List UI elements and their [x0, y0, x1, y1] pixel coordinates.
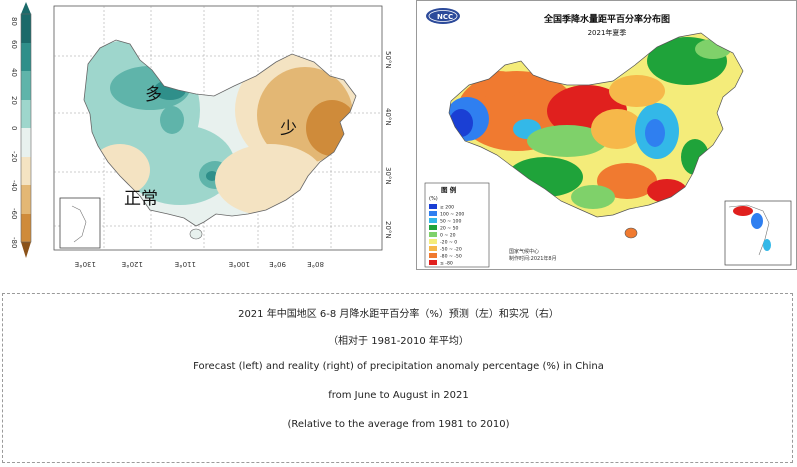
legend-swatch — [429, 246, 437, 251]
legend-label: ≥ 200 — [440, 205, 454, 211]
south-china-sea-inset — [59, 197, 101, 249]
observed-south-china-sea-inset — [724, 200, 792, 266]
legend-label: -80 ~ -50 — [440, 254, 462, 260]
caption-en-line1: Forecast (left) and reality (right) of p… — [193, 361, 604, 372]
legend-swatch — [429, 260, 437, 265]
observed-map-panel: NCC 全国季降水量距平百分率分布图 2021年夏季 — [416, 0, 797, 270]
colorbar-tick: -60 — [10, 208, 18, 219]
forecast-hainan — [189, 228, 203, 240]
ncc-logo: NCC — [426, 8, 460, 24]
colorbar-seg-5 — [21, 128, 31, 157]
caption-en-line2: from June to August in 2021 — [328, 390, 469, 401]
forecast-china-outline — [83, 39, 357, 227]
logo-text: NCC — [437, 13, 453, 21]
colorbar-seg-6 — [21, 157, 31, 185]
forecast-map-svg: 80 60 40 20 0 -20 -40 -60 -80 — [10, 2, 392, 268]
colorbar-seg-8 — [21, 214, 31, 242]
colorbar-top-arrow — [21, 2, 31, 14]
observed-legend: 图 例 (%) ≥ 200 100 ~ 200 50 ~ 100 20 ~ 50… — [424, 182, 490, 268]
lat-label: 30°N — [384, 167, 392, 185]
forecast-colorbar: 80 60 40 20 0 -20 -40 -60 -80 — [10, 2, 32, 258]
colorbar-seg-3 — [21, 71, 31, 100]
observed-subtitle: 2021年夏季 — [588, 28, 627, 37]
colorbar-seg-1 — [21, 14, 31, 43]
legend-swatch — [429, 204, 437, 209]
legend-swatch — [429, 218, 437, 223]
lat-label: 20°N — [384, 221, 392, 239]
legend-swatch — [429, 253, 437, 258]
colorbar-tick: 80 — [10, 17, 18, 26]
label-less: 少 — [280, 119, 297, 139]
colorbar-tick: 0 — [10, 126, 18, 130]
observed-china-outline — [448, 32, 744, 218]
caption-en-line3: (Relative to the average from 1981 to 20… — [287, 419, 510, 430]
caption-zh-line2: （相对于 1981-2010 年平均） — [328, 336, 469, 347]
legend-label: 50 ~ 100 — [440, 219, 461, 225]
legend-swatch — [429, 225, 437, 230]
caption-zh-line1: 2021 年中国地区 6-8 月降水距平百分率（%）预测（左）和实况（右） — [238, 309, 559, 320]
colorbar-seg-4 — [21, 100, 31, 128]
legend-swatch — [429, 239, 437, 244]
legend-title: 图 例 — [441, 185, 457, 194]
label-normal: 正常 — [124, 189, 158, 209]
colorbar-tick: 40 — [10, 68, 18, 77]
legend-label: -20 ~ 0 — [440, 240, 457, 246]
colorbar-bottom-arrow — [21, 242, 31, 258]
colorbar-tick: -80 — [10, 237, 18, 248]
observed-hainan — [624, 227, 638, 239]
lon-label: 110°E — [175, 260, 196, 268]
colorbar-tick: -40 — [10, 180, 18, 191]
lon-label: 120°E — [122, 260, 143, 268]
lat-label: 40°N — [384, 108, 392, 126]
observed-footer-1: 国家气候中心 — [509, 248, 539, 255]
colorbar-tick: 60 — [10, 40, 18, 49]
colorbar-tick: -20 — [10, 151, 18, 162]
lat-label: 50°N — [384, 51, 392, 69]
legend-label: -50 ~ -20 — [440, 247, 462, 253]
colorbar-seg-2 — [21, 43, 31, 71]
legend-label: ≤ -80 — [440, 261, 453, 267]
lon-label: 130°E — [75, 260, 96, 268]
observed-title: 全国季降水量距平百分率分布图 — [543, 13, 670, 25]
observed-map-svg: NCC 全国季降水量距平百分率分布图 2021年夏季 — [424, 8, 792, 268]
legend-label: 100 ~ 200 — [440, 212, 464, 218]
forecast-map-panel: 80 60 40 20 0 -20 -40 -60 -80 — [0, 0, 402, 270]
lon-label: 90°E — [269, 260, 286, 268]
label-more: 多 — [145, 85, 162, 105]
legend-swatch — [429, 232, 437, 237]
colorbar-tick: 20 — [10, 96, 18, 105]
colorbar-seg-7 — [21, 185, 31, 214]
legend-swatch — [429, 211, 437, 216]
legend-unit: (%) — [429, 196, 438, 202]
observed-footer-2: 制作时间:2021年8月 — [509, 255, 557, 262]
lon-label: 80°E — [307, 260, 324, 268]
caption-box: 2021 年中国地区 6-8 月降水距平百分率（%）预测（左）和实况（右） （相… — [2, 293, 793, 463]
lon-label: 100°E — [229, 260, 250, 268]
legend-label: 20 ~ 50 — [440, 226, 459, 232]
legend-label: 0 ~ 20 — [440, 233, 456, 239]
